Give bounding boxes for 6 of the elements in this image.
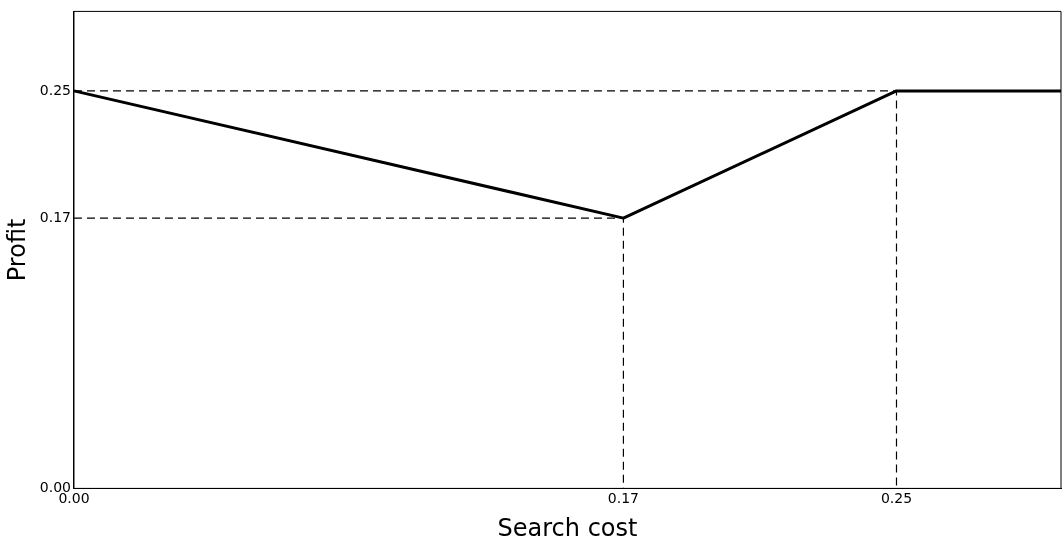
x-axis-title: Search cost	[497, 513, 638, 542]
y-tick-label: 0.17	[39, 208, 71, 225]
x-tick-label: 0.17	[607, 490, 639, 507]
y-axis-title: Profit	[2, 218, 31, 282]
y-tick-label: 0.25	[39, 81, 71, 98]
x-tick-label: 0.25	[880, 490, 913, 507]
